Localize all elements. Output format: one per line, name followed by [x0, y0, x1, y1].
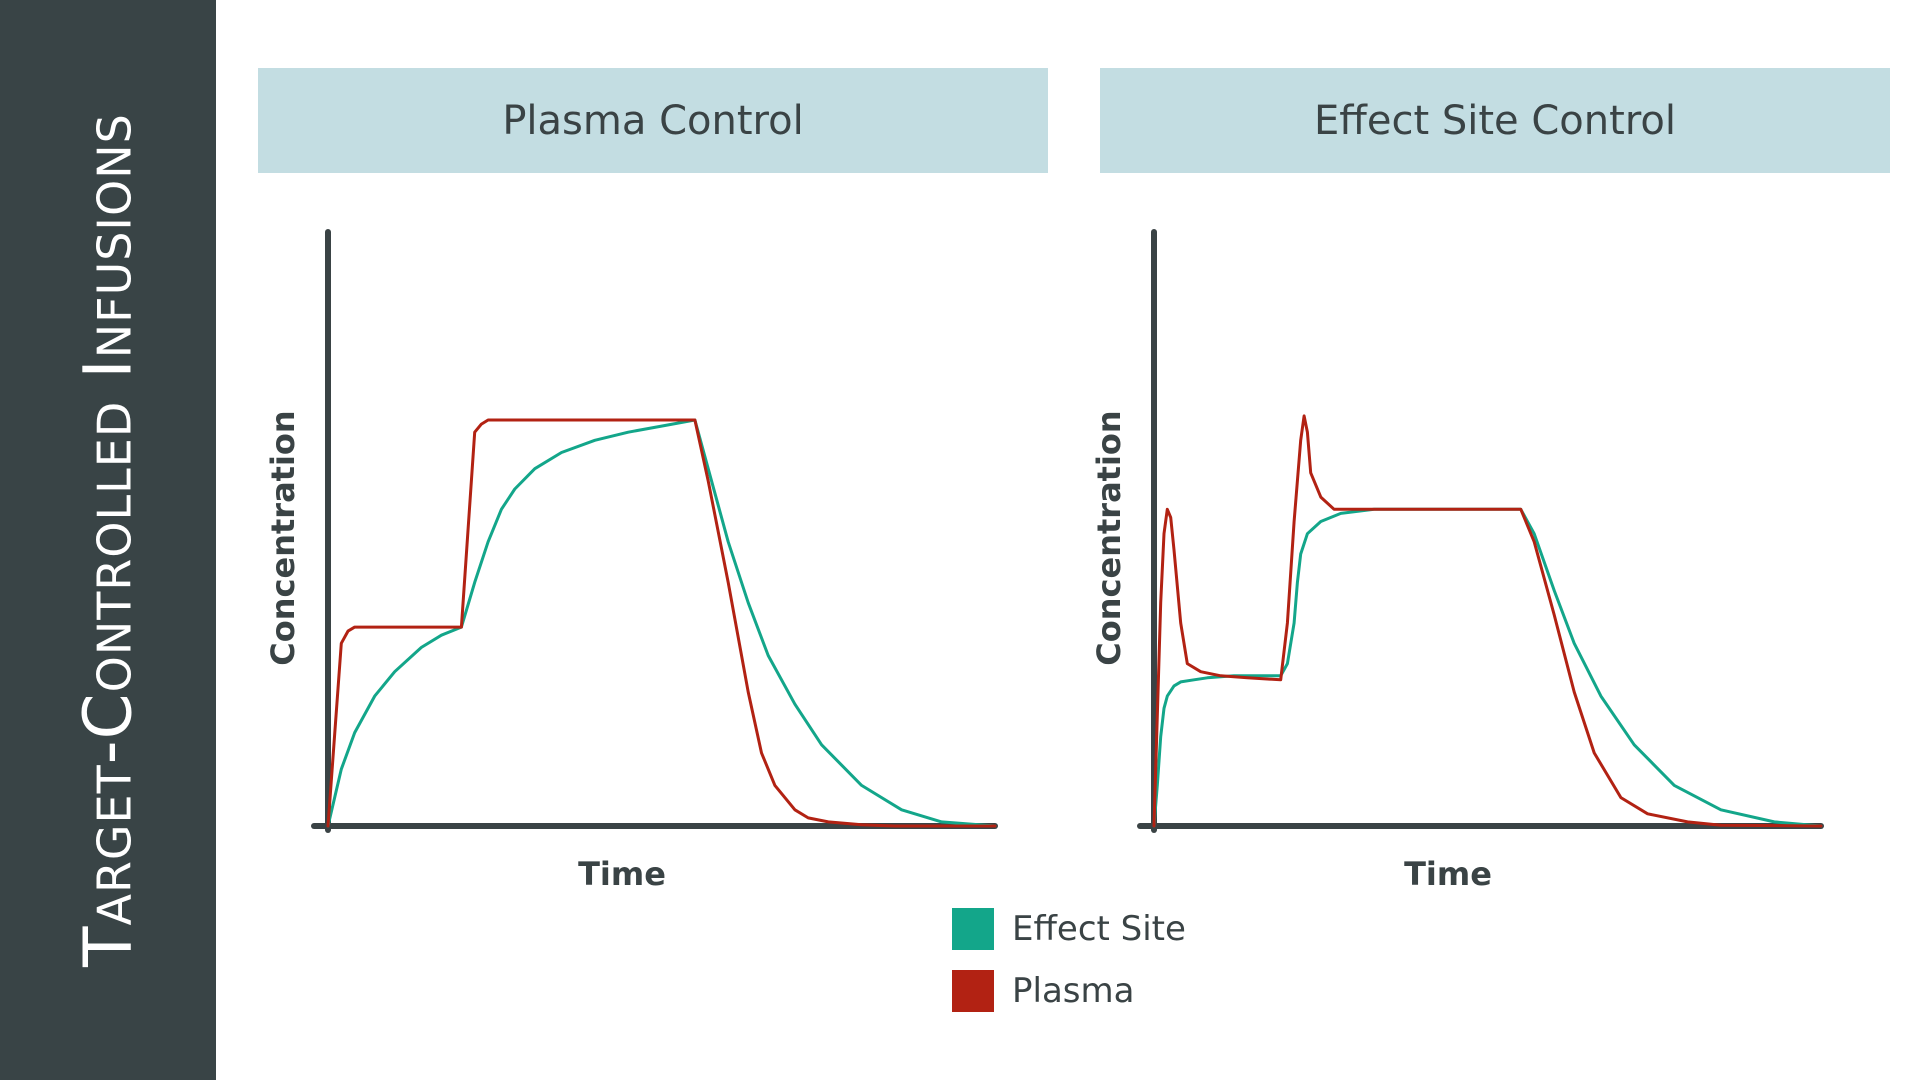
series-effect-site-plasma-control	[326, 418, 997, 828]
xlabel-plasma-control: Time	[578, 855, 666, 893]
series-plasma-plasma-control	[326, 418, 997, 828]
legend-item-plasma: Plasma	[952, 968, 1186, 1014]
series-plasma-effect-site-control	[1152, 414, 1823, 828]
legend-label-plasma: Plasma	[1012, 971, 1135, 1011]
xlabel-effect-site-control: Time	[1404, 855, 1492, 893]
panel-header-effect-site-control: Effect Site Control	[1100, 68, 1890, 173]
series-effect-site-effect-site-control	[1152, 507, 1823, 828]
legend-label-effect-site: Effect Site	[1012, 909, 1186, 949]
panel-header-plasma-control: Plasma Control	[258, 68, 1048, 173]
legend-swatch-effect-site	[952, 908, 994, 950]
ylabel-effect-site-control: Concentration	[1090, 410, 1128, 666]
sidebar: Target-Controlled Infusions	[0, 0, 216, 1080]
legend-swatch-plasma	[952, 970, 994, 1012]
legend-item-effect-site: Effect Site	[952, 906, 1186, 952]
legend: Effect Site Plasma	[952, 906, 1186, 1030]
ylabel-plasma-control: Concentration	[264, 410, 302, 666]
